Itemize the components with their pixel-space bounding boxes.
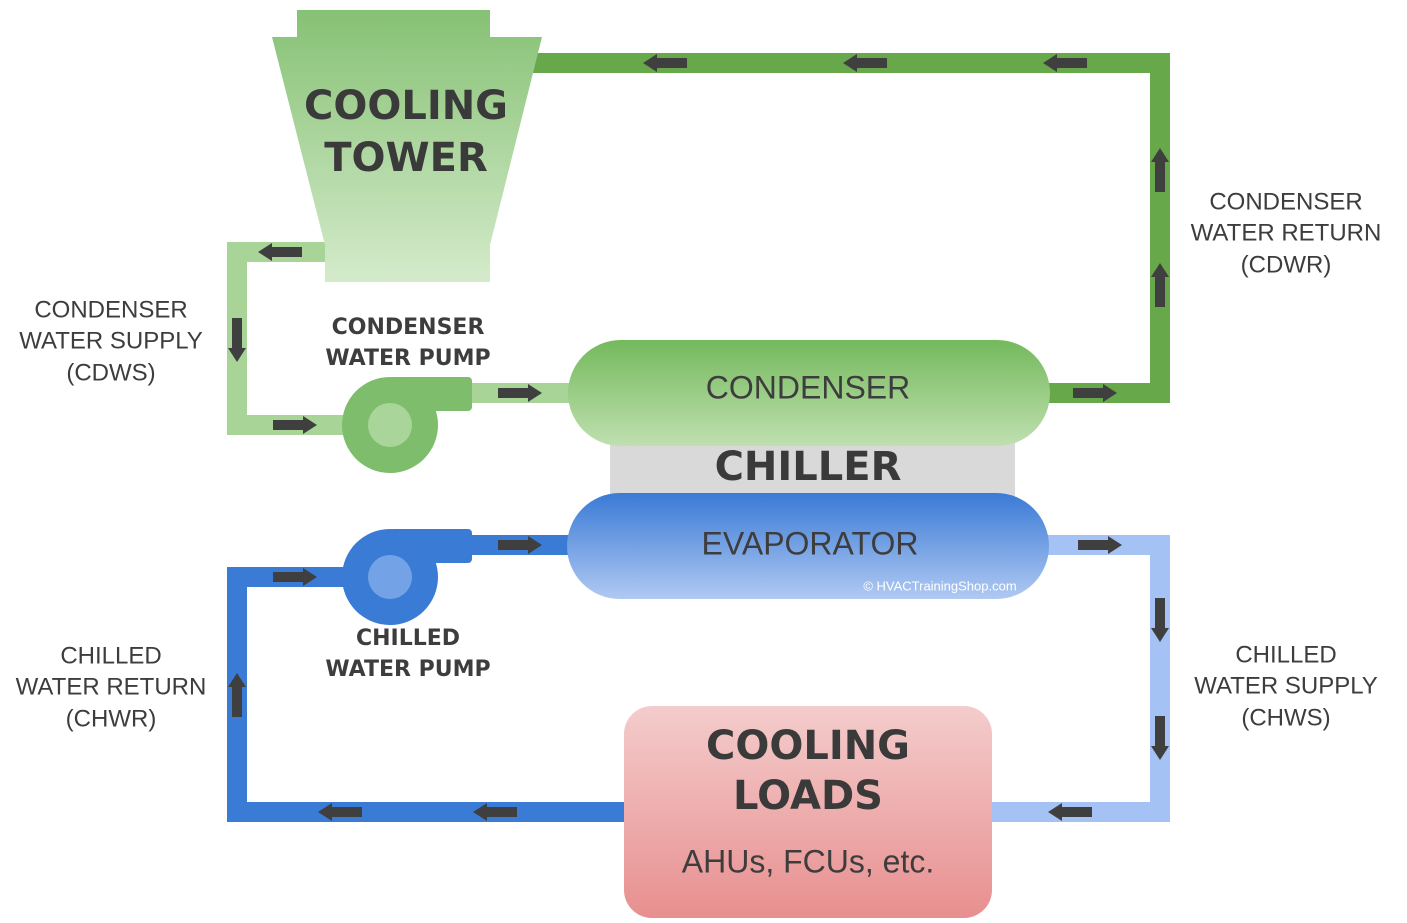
cdws-label: (CDWS) (66, 359, 155, 386)
chwr-label: WATER RETURN (16, 673, 207, 700)
cdw-pump-label: CONDENSER (332, 315, 485, 340)
cdws-label: CONDENSER (34, 296, 187, 323)
cooling-loads-detail: AHUs, FCUs, etc. (682, 843, 934, 879)
flow-arrow (228, 673, 246, 717)
flow-arrow (473, 803, 517, 821)
flow-arrow (843, 54, 887, 72)
pump-impeller (368, 403, 412, 447)
chwr-label: CHILLED (60, 642, 161, 669)
flow-arrow (1151, 263, 1169, 307)
pump-impeller (368, 555, 412, 599)
chw-pump-label: CHILLED (356, 626, 460, 651)
cdwr-label: (CDWR) (1241, 251, 1332, 278)
flow-arrow (498, 536, 542, 554)
credit: © HVACTrainingShop.com (863, 578, 1016, 593)
flow-arrow (1078, 536, 1122, 554)
chws-label: (CHWS) (1241, 704, 1330, 731)
flow-arrow (318, 803, 362, 821)
flow-arrow (258, 243, 302, 261)
flow-arrow (1048, 803, 1092, 821)
cdwr-label: WATER RETURN (1191, 219, 1382, 246)
evaporator-label: EVAPORATOR (702, 525, 919, 561)
flow-arrow (1151, 148, 1169, 192)
chw-pump-label: WATER PUMP (325, 657, 490, 682)
flow-arrow (643, 54, 687, 72)
chiller (610, 440, 1015, 500)
chwr-label: (CHWR) (66, 705, 157, 732)
cooling-tower (272, 10, 542, 282)
evaporator (567, 493, 1049, 599)
flow-arrows (228, 54, 1169, 821)
flow-arrow (1151, 716, 1169, 760)
flow-arrow (1073, 384, 1117, 402)
flow-arrow (1151, 598, 1169, 642)
flow-arrow (273, 568, 317, 586)
cooling-loads (624, 706, 992, 918)
cooling-tower-label: TOWER (324, 135, 488, 181)
condenser (568, 340, 1050, 446)
cdwr-label: CONDENSER (1209, 188, 1362, 215)
condenser-label: CONDENSER (706, 369, 910, 405)
cdws-label: WATER SUPPLY (19, 327, 203, 354)
chws-label: WATER SUPPLY (1194, 672, 1378, 699)
flow-arrow (273, 416, 317, 434)
cdw-pump-label: WATER PUMP (325, 346, 490, 371)
cooling-tower-label: COOLING (304, 83, 508, 129)
chwr-pipe (227, 567, 630, 822)
cooling-loads-label: LOADS (733, 773, 883, 819)
cooling-loads-label: COOLING (706, 723, 910, 769)
chws-label: CHILLED (1235, 641, 1336, 668)
flow-arrow (228, 318, 246, 362)
flow-arrow (498, 384, 542, 402)
chiller-label: CHILLER (715, 444, 902, 490)
flow-arrow (1043, 54, 1087, 72)
